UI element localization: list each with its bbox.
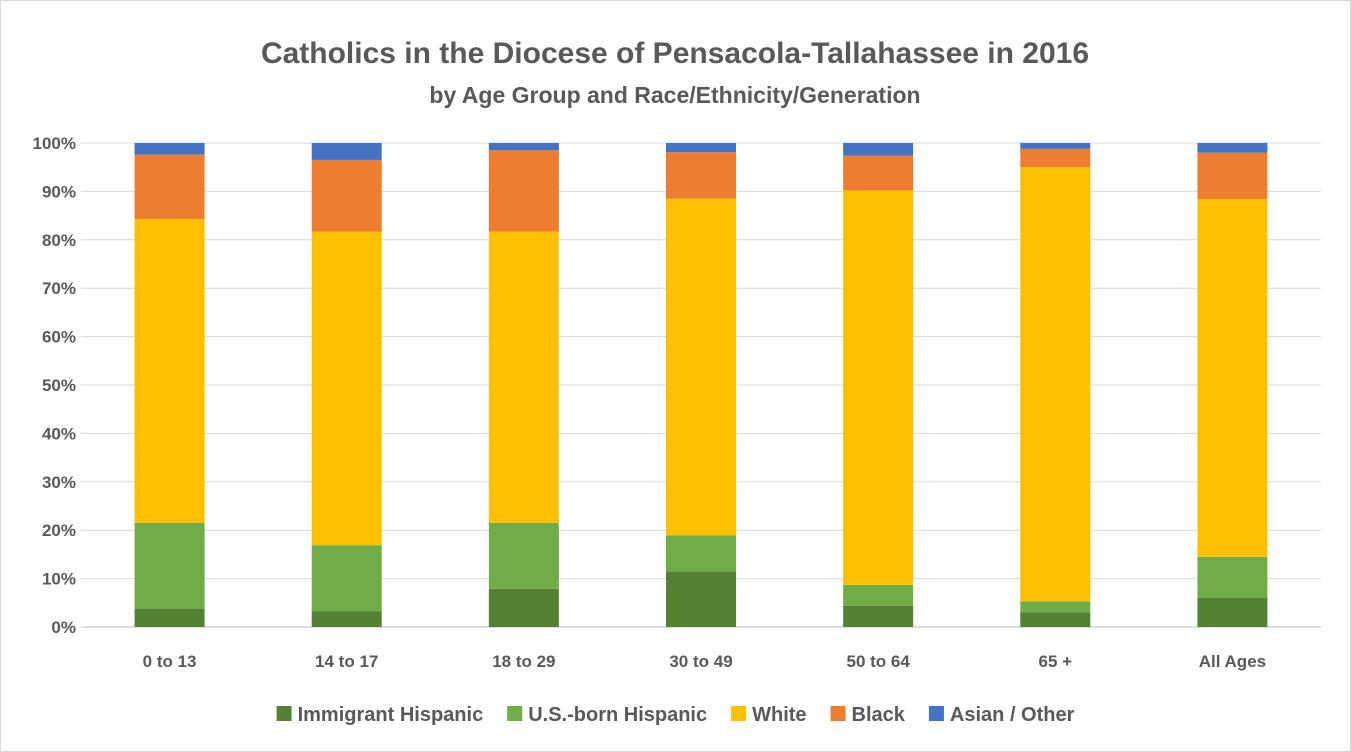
bar-segment [311, 143, 382, 160]
bar-segment [311, 231, 382, 546]
legend-swatch [928, 706, 944, 721]
x-tick-label: 14 to 17 [315, 652, 378, 671]
bar-segment [488, 231, 559, 523]
bar-segment [843, 605, 914, 627]
bar-segment [1020, 143, 1091, 149]
bar-segment [843, 143, 914, 156]
legend-label: U.S.-born Hispanic [528, 704, 707, 726]
y-tick-label: 70% [42, 279, 76, 298]
y-tick-label: 30% [42, 473, 76, 492]
bar-segment [134, 218, 205, 523]
bar-segment [134, 154, 205, 219]
bar-segment [666, 571, 736, 627]
legend-swatch [276, 706, 292, 721]
bar-segment [1020, 601, 1091, 613]
y-tick-label: 80% [42, 231, 76, 250]
bar-segment [488, 522, 559, 589]
bar-segment [843, 190, 914, 585]
bar-segment [843, 584, 914, 606]
bar-segment [134, 522, 205, 609]
chart-subtitle: by Age Group and Race/Ethnicity/Generati… [429, 82, 920, 108]
bar-segment [311, 611, 382, 627]
bar-segment [134, 143, 205, 155]
legend-swatch [507, 706, 523, 721]
bar-segment [1020, 148, 1091, 168]
y-tick-label: 60% [42, 328, 76, 347]
legend-label: Black [852, 704, 906, 726]
bar-segment [666, 535, 736, 572]
bar-segment [1197, 597, 1268, 627]
bar-segment [1020, 612, 1091, 627]
x-tick-label: 65 + [1039, 652, 1073, 671]
x-tick-label: 18 to 29 [492, 652, 555, 671]
legend-label: Asian / Other [950, 704, 1075, 726]
x-tick-label: All Ages [1199, 652, 1266, 671]
y-axis-tick-labels: 0% 10% 20% 30% 40% 50% 60% 70% 80% 90% 100% [33, 134, 76, 637]
bar-segment [1197, 152, 1268, 200]
bar-segment [666, 198, 736, 536]
bar-segment [488, 143, 559, 151]
legend-label: White [752, 704, 806, 726]
x-tick-label: 0 to 13 [143, 652, 197, 671]
bar-segment [1197, 556, 1268, 598]
bar-segment [134, 608, 205, 627]
y-tick-label: 100% [33, 134, 76, 153]
legend-swatch [830, 706, 846, 721]
bar-segment [488, 150, 559, 232]
bar-segment [1197, 199, 1268, 557]
bar-segment [1197, 143, 1268, 153]
bar-segment [666, 152, 736, 199]
y-tick-label: 90% [42, 182, 76, 201]
y-tick-label: 20% [42, 521, 76, 540]
legend: Immigrant Hispanic U.S.-born Hispanic Whit… [276, 704, 1075, 726]
legend-label: Immigrant Hispanic [298, 704, 484, 726]
chart-title: Catholics in the Diocese of Pensacola-Ta… [261, 37, 1089, 70]
y-tick-label: 10% [42, 570, 76, 589]
bars [134, 143, 1268, 627]
bar-segment [488, 588, 559, 627]
x-tick-label: 50 to 64 [846, 652, 910, 671]
bar-segment [311, 545, 382, 612]
y-tick-label: 40% [42, 424, 76, 443]
bar-segment [311, 159, 382, 232]
y-tick-label: 0% [51, 618, 76, 637]
x-axis-tick-labels: 0 to 13 14 to 17 18 to 29 30 to 49 50 to 64 6… [143, 652, 1266, 671]
y-tick-label: 50% [42, 376, 76, 395]
bar-segment [666, 143, 736, 153]
legend-swatch [731, 706, 747, 721]
x-tick-label: 30 to 49 [669, 652, 732, 671]
bar-segment [1020, 167, 1091, 602]
bar-segment [843, 155, 914, 191]
